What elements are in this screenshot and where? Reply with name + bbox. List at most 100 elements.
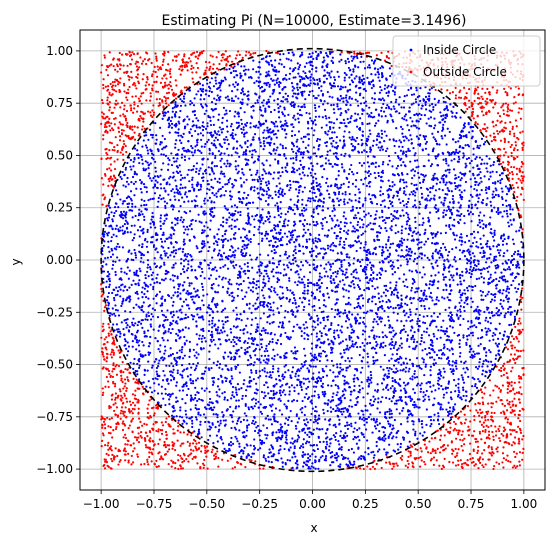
outside-point bbox=[147, 403, 150, 406]
inside-point bbox=[167, 122, 171, 125]
outside-point bbox=[104, 443, 107, 447]
outside-point bbox=[491, 98, 494, 102]
outside-point bbox=[151, 87, 154, 90]
inside-point bbox=[437, 379, 440, 382]
inside-point bbox=[237, 405, 240, 408]
outside-point bbox=[168, 423, 171, 426]
inside-point bbox=[176, 291, 179, 294]
outside-point bbox=[112, 64, 115, 68]
inside-point bbox=[223, 424, 227, 427]
inside-point bbox=[180, 348, 184, 351]
outside-point bbox=[131, 412, 134, 415]
inside-point bbox=[410, 289, 413, 292]
inside-point bbox=[130, 252, 133, 255]
outside-point bbox=[513, 442, 516, 445]
outside-point bbox=[519, 322, 522, 325]
inside-point bbox=[202, 304, 205, 307]
outside-point bbox=[216, 450, 219, 453]
inside-point bbox=[359, 246, 362, 250]
inside-point bbox=[343, 273, 347, 276]
inside-point bbox=[314, 239, 317, 242]
inside-point bbox=[351, 59, 354, 62]
inside-point bbox=[267, 182, 271, 185]
inside-point bbox=[327, 296, 331, 299]
outside-point bbox=[136, 401, 139, 404]
outside-point bbox=[149, 114, 153, 117]
inside-point bbox=[416, 159, 419, 162]
inside-point bbox=[168, 183, 171, 186]
inside-point bbox=[172, 279, 175, 282]
outside-point bbox=[362, 52, 365, 55]
inside-point bbox=[469, 256, 473, 260]
inside-point bbox=[200, 282, 204, 285]
outside-point bbox=[110, 351, 113, 354]
inside-point bbox=[436, 315, 439, 318]
inside-point bbox=[414, 403, 417, 406]
inside-point bbox=[350, 422, 353, 425]
inside-point bbox=[164, 254, 167, 257]
outside-point bbox=[218, 62, 221, 66]
inside-point bbox=[355, 206, 358, 210]
outside-point bbox=[121, 410, 125, 413]
inside-point bbox=[428, 398, 431, 401]
inside-point bbox=[176, 275, 179, 278]
inside-point bbox=[141, 145, 144, 148]
outside-point bbox=[192, 455, 196, 459]
inside-point bbox=[355, 91, 358, 94]
outside-point bbox=[162, 106, 165, 109]
outside-point bbox=[194, 55, 197, 58]
inside-point bbox=[273, 108, 276, 112]
inside-point bbox=[298, 65, 301, 69]
outside-point bbox=[156, 405, 160, 409]
outside-point bbox=[483, 123, 486, 126]
outside-point bbox=[467, 425, 470, 428]
inside-point bbox=[284, 136, 287, 139]
inside-point bbox=[336, 329, 339, 332]
inside-point bbox=[307, 137, 310, 141]
inside-point bbox=[428, 97, 431, 100]
outside-point bbox=[217, 68, 220, 71]
inside-point bbox=[106, 270, 110, 273]
outside-point bbox=[467, 434, 470, 437]
outside-point bbox=[515, 167, 518, 170]
outside-point bbox=[454, 455, 457, 459]
outside-point bbox=[226, 55, 229, 58]
inside-point bbox=[467, 206, 471, 209]
outside-point bbox=[503, 362, 506, 365]
outside-point bbox=[510, 154, 513, 158]
outside-point bbox=[101, 329, 104, 333]
outside-point bbox=[506, 391, 509, 394]
outside-point bbox=[507, 460, 510, 463]
outside-point bbox=[170, 459, 173, 462]
outside-point bbox=[181, 457, 184, 461]
outside-point bbox=[479, 388, 483, 391]
inside-point bbox=[169, 233, 172, 236]
inside-point bbox=[229, 198, 232, 201]
outside-point bbox=[128, 50, 131, 53]
inside-point bbox=[433, 413, 436, 416]
inside-point bbox=[324, 324, 327, 328]
outside-point bbox=[432, 456, 436, 459]
inside-point bbox=[251, 290, 255, 293]
inside-point bbox=[257, 376, 260, 379]
outside-point bbox=[122, 449, 125, 452]
inside-point bbox=[414, 216, 417, 219]
outside-point bbox=[516, 186, 520, 189]
inside-point bbox=[253, 429, 257, 433]
inside-point bbox=[249, 444, 252, 447]
outside-point bbox=[521, 177, 524, 180]
outside-point bbox=[500, 369, 503, 373]
inside-point bbox=[218, 275, 221, 278]
inside-point bbox=[380, 320, 383, 323]
outside-point bbox=[121, 123, 124, 126]
outside-point bbox=[146, 52, 149, 55]
outside-point bbox=[411, 462, 415, 465]
inside-point bbox=[288, 277, 291, 280]
inside-point bbox=[358, 287, 362, 291]
inside-point bbox=[354, 199, 357, 202]
outside-point bbox=[483, 127, 487, 131]
inside-point bbox=[335, 141, 338, 144]
outside-point bbox=[366, 465, 369, 468]
inside-point bbox=[358, 217, 361, 220]
inside-point bbox=[479, 170, 482, 174]
